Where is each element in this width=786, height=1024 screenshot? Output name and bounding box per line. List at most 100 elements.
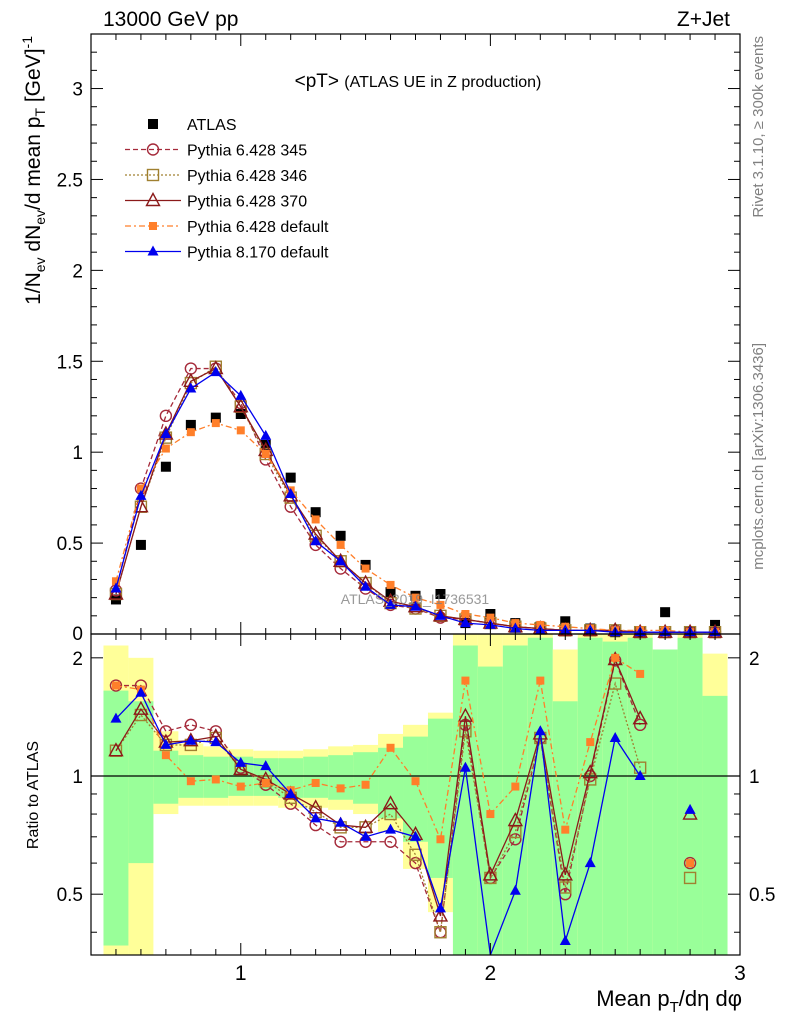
main-point-atlas — [135, 539, 146, 550]
ratio-point-p370 — [507, 812, 524, 827]
ratio-y-tick-label-left: 1 — [72, 767, 83, 788]
ratio-point-p6def — [211, 775, 220, 784]
band-green — [602, 641, 628, 955]
ratio-point-p370 — [133, 700, 149, 715]
ratio-point-p6def — [161, 751, 170, 760]
ratio-point-p346 — [434, 926, 447, 939]
ratio-point-p8def — [210, 736, 222, 747]
main-point-p8def — [210, 366, 222, 377]
main-point-atlas — [160, 461, 171, 472]
ratio-y-tick-label-right: 2 — [749, 649, 760, 670]
main-point-p8def — [509, 622, 521, 633]
band-green — [103, 690, 129, 946]
ratio-point-p8def — [310, 812, 322, 823]
ratio-point-p6def — [686, 859, 695, 868]
ratio-point-p6def — [411, 777, 420, 786]
ratio-point-p6def — [586, 738, 595, 747]
main-point-p6def — [386, 580, 395, 589]
main-point-p8def — [385, 598, 397, 609]
uncertainty-bands — [103, 634, 728, 955]
ratio-point-p345 — [384, 835, 397, 848]
band-green — [328, 755, 354, 800]
main-point-p8def — [335, 555, 347, 566]
ratio-point-p345 — [409, 856, 422, 870]
y-axis-label-ratio: Ratio to ATLAS — [25, 741, 42, 849]
ratio-point-p370 — [382, 795, 399, 810]
main-point-atlas — [385, 587, 396, 598]
main-point-p8def — [185, 382, 197, 393]
band-green — [502, 645, 528, 955]
main-point-p8def — [260, 429, 272, 440]
legend-label-p6def: Pythia 6.428 default — [187, 219, 329, 236]
chart-title-sub: (ATLAS UE in Z production) — [344, 74, 541, 91]
ratio-point-p6def — [511, 782, 520, 791]
main-point-p6def — [161, 444, 170, 453]
main-point-p8def — [459, 617, 471, 628]
main-point-p8def — [160, 428, 172, 438]
ratio-point-p6def — [611, 653, 620, 662]
main-point-p345 — [159, 409, 173, 423]
ratio-line-p8def — [115, 691, 641, 956]
main-point-p6def — [486, 613, 495, 622]
band-green — [378, 747, 404, 819]
main-point-p8def — [310, 535, 322, 546]
legend-marker-p8def — [147, 245, 159, 256]
ratio-y-tick-label-right: 0.5 — [749, 885, 775, 906]
main-point-p6def — [461, 610, 470, 618]
ratio-point-p346 — [409, 848, 422, 861]
band-green — [702, 695, 728, 955]
main-y-tick-label: 2.5 — [57, 170, 83, 191]
main-point-p6def — [186, 428, 195, 437]
ratio-point-p370 — [632, 710, 648, 725]
ratio-point-p370 — [233, 760, 249, 776]
band-green — [577, 637, 603, 955]
main-point-p6def — [361, 564, 370, 573]
main-point-p8def — [434, 609, 446, 620]
ratio-point-p6def — [461, 676, 470, 685]
main-point-p8def — [285, 488, 297, 498]
band-green — [427, 718, 453, 878]
main-point-atlas — [285, 472, 296, 483]
legend-marker-p345 — [146, 143, 160, 156]
ratio-point-p8def — [609, 731, 621, 742]
main-point-p370 — [407, 598, 424, 613]
main-point-p6def — [111, 577, 120, 586]
main-point-p370 — [158, 425, 174, 440]
ratio-point-p6def — [236, 782, 245, 791]
header-right: Z+Jet — [677, 8, 730, 31]
main-y-tick-label: 0.5 — [57, 534, 83, 555]
main-point-p8def — [410, 600, 421, 611]
main-panel: ATLAS Pythia 6.428 345 Pythia 6.428 346 Pyt… — [108, 117, 723, 639]
ratio-point-p370 — [432, 907, 449, 922]
ratio-point-p8def — [634, 770, 646, 781]
x-tick-label: 3 — [734, 962, 746, 985]
ratio-point-p370 — [582, 764, 598, 779]
legend-marker-p370 — [145, 192, 161, 207]
main-point-p6def — [236, 426, 245, 435]
ratio-point-p6def — [311, 778, 320, 787]
ratio-point-p370 — [482, 866, 499, 881]
main-point-p8def — [135, 489, 147, 500]
x-tick-label: 1 — [235, 962, 247, 985]
rivet-label: Rivet 3.1.10, ≥ 300k events — [750, 36, 767, 218]
ratio-point-p6def — [636, 669, 645, 678]
ratio-line-p370 — [115, 657, 641, 917]
ratio-point-p6def — [436, 835, 445, 844]
ratio-point-p345 — [683, 856, 697, 870]
band-green — [353, 752, 379, 804]
main-point-atlas — [185, 419, 196, 430]
main-point-atlas — [310, 507, 321, 518]
main-point-p8def — [360, 580, 372, 591]
chart-title: <pT> (ATLAS UE in Z production) — [295, 71, 542, 92]
main-point-atlas — [560, 616, 571, 627]
main-point-p370 — [108, 585, 124, 600]
band-green — [677, 637, 703, 955]
ratio-point-p8def — [559, 934, 571, 945]
x-tick-label: 2 — [485, 962, 497, 985]
ratio-point-p8def — [135, 686, 147, 697]
main-point-p8def — [110, 582, 122, 593]
x-axis-label: Mean pT/dη dφ — [596, 986, 742, 1016]
main-point-atlas — [335, 530, 346, 541]
legend-marker-atlas — [148, 119, 158, 129]
ratio-line-p345 — [115, 658, 641, 933]
